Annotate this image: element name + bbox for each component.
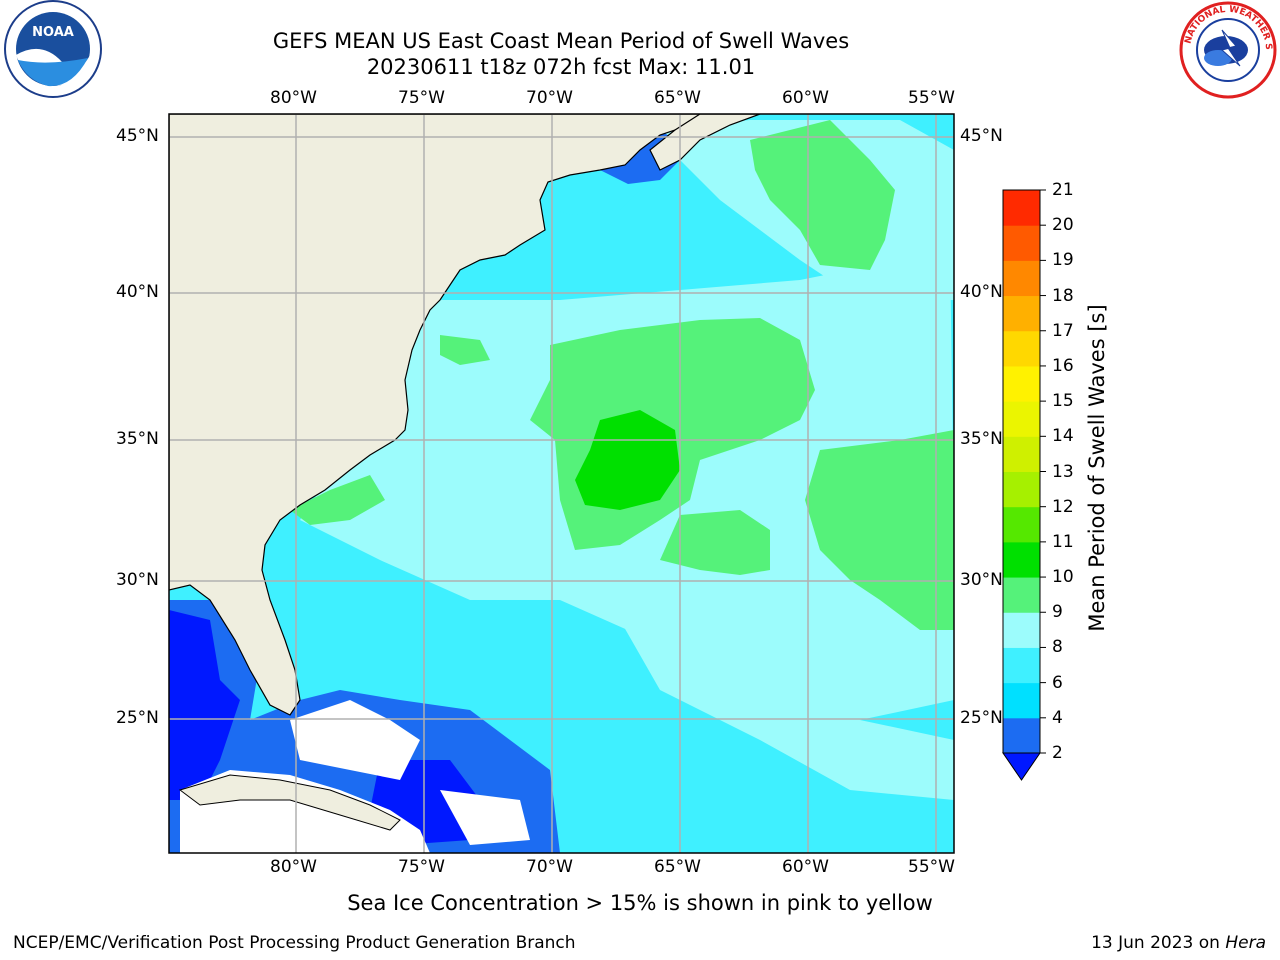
lat-label-left: 30°N [116,570,159,590]
colorbar-tick-label: 2 [1052,743,1063,763]
lon-label-bottom: 80°W [270,857,317,877]
colorbar-tick-label: 21 [1052,180,1074,200]
lon-label-top: 65°W [654,88,701,108]
colorbar-segment [1003,612,1040,648]
footer-right: 13 Jun 2023 on Hera [1091,933,1266,953]
map-frame [168,113,955,854]
lat-label-right: 30°N [960,570,1003,590]
footer-date: 13 Jun 2023 on [1091,933,1226,953]
colorbar-tick-label: 19 [1052,250,1074,271]
colorbar-tick-label: 20 [1052,215,1074,236]
footer-machine: Hera [1225,933,1266,953]
colorbar-segment [1003,506,1040,543]
colorbar-under-triangle [1002,752,1041,781]
contour-9-10s-south [660,510,770,575]
noaa-logo-text: NOAA [32,25,74,40]
contour-9-10s-coast [290,475,385,525]
land-cuba [178,774,401,831]
colorbar-tick-label: 8 [1052,637,1063,658]
colorbar-segment [1003,225,1040,261]
chart-title: GEFS MEAN US East Coast Mean Period of S… [272,29,850,53]
contour-6-8s-maine [540,170,640,215]
noaa-logo: NOAA [4,0,102,98]
contour-under-2s-west [169,610,240,800]
lon-label-bottom: 65°W [654,857,701,877]
lon-label-bottom: 60°W [782,857,829,877]
lon-label-top: 70°W [526,88,573,108]
colorbar-segment [1003,401,1040,437]
lon-label-bottom: 75°W [398,857,445,877]
colorbar-tick-label: 4 [1052,707,1063,728]
colorbar-segment [1003,577,1040,613]
lat-label-right: 35°N [960,429,1003,449]
lat-label-right: 25°N [960,708,1003,728]
colorbar-tick-label: 9 [1052,602,1063,623]
lon-label-top: 55°W [908,88,955,108]
colorbar [1002,189,1046,781]
colorbar-tick-label: 16 [1052,355,1074,376]
lon-label-bottom: 70°W [526,857,573,877]
lon-label-bottom: 55°W [908,857,955,877]
colorbar-segment [1003,190,1040,226]
lat-label-left: 40°N [116,282,159,302]
colorbar-segment [1003,365,1040,402]
colorbar-segment [1003,471,1040,508]
contour-9-10s-north [750,120,895,270]
colorbar-tick-label: 14 [1052,426,1074,447]
colorbar-segment [1003,260,1040,297]
colorbar-tick-label: 10 [1052,567,1074,588]
land-north-america [169,114,701,716]
lon-label-top: 75°W [398,88,445,108]
lat-label-left: 25°N [116,708,159,728]
sea-ice-note: Sea Ice Concentration > 15% is shown in … [347,891,933,915]
colorbar-segment [1003,436,1040,472]
colorbar-ticks: 2 4 6 8 9 10 11 12 13 14 15 16 17 18 19 20 21 [1049,180,1089,763]
contour-8-9s-south [620,620,954,800]
colorbar-tick-label: 17 [1052,320,1074,341]
colorbar-segment [1003,541,1040,578]
colorbar-tick-label: 18 [1052,285,1074,306]
lat-label-left: 35°N [116,429,159,449]
lat-label-left: 45°N [116,126,159,146]
lat-label-right: 45°N [960,126,1003,146]
colorbar-segment [1003,717,1040,754]
colorbar-segment [1003,295,1040,332]
colorbar-tick-label: 11 [1052,531,1074,552]
colorbar-segment [1003,647,1040,684]
nws-logo: NATIONAL WEATHER SERVICE [1178,0,1277,99]
lon-label-top: 60°W [782,88,829,108]
nodata-hispaniola [440,790,530,845]
contour-10-11s-core [575,410,680,510]
contour-9-10s-east [805,430,954,630]
lat-label-right: 40°N [960,282,1003,302]
colorbar-segment [1003,330,1040,367]
footer-left: NCEP/EMC/Verification Post Processing Pr… [13,933,576,953]
nodata-bahamas [290,700,420,780]
colorbar-tick-label: 13 [1052,461,1074,482]
colorbar-tick-label: 12 [1052,496,1074,517]
contour-9-10s-patch [440,335,490,365]
map-gridlines [169,114,954,853]
chart-subtitle: 20230611 t18z 072h fcst Max: 11.01 [366,55,756,79]
lon-label-top: 80°W [270,88,317,108]
colorbar-segment [1003,682,1040,719]
colorbar-tick-label: 6 [1052,672,1063,693]
colorbar-tick-label: 15 [1052,391,1074,412]
colorbar-label: Mean Period of Swell Waves [s] [1085,304,1109,632]
